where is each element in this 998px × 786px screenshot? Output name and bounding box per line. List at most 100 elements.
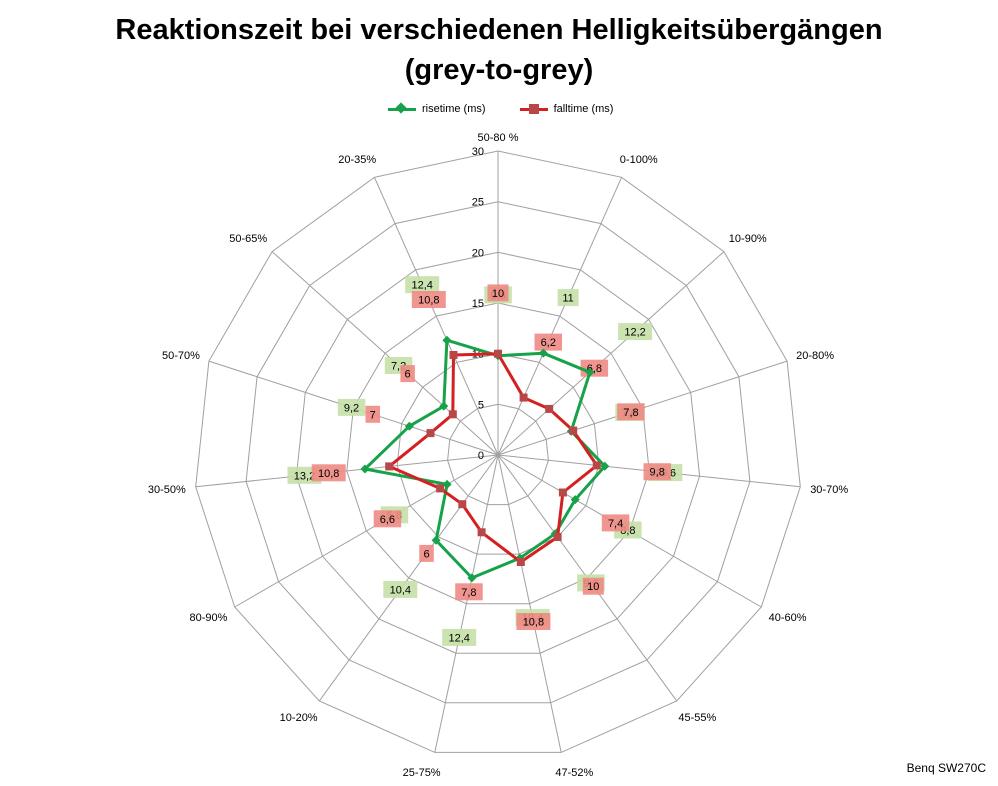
value-label-bg (557, 289, 579, 307)
data-point (385, 462, 394, 471)
tick-label: 15 (472, 298, 484, 310)
category-label: 47-52% (555, 767, 593, 779)
grid-spoke (318, 454, 499, 702)
value-label-bg (534, 333, 562, 351)
value-label: 9,8 (650, 467, 665, 479)
data-point (600, 461, 610, 471)
data-point (538, 348, 548, 358)
value-label: 6,2 (541, 337, 556, 349)
category-label: 50-70% (162, 350, 200, 362)
value-label-bg (337, 398, 366, 416)
value-label-bg (487, 284, 509, 302)
category-label: 45-55% (678, 712, 716, 724)
value-label-bg (582, 577, 604, 595)
chart-title: Reaktionszeit bei verschiedenen Helligke… (0, 10, 998, 90)
grid-ring-30 (195, 150, 801, 753)
value-label-bg (411, 291, 446, 308)
data-point (519, 393, 528, 402)
value-label: 7,8 (623, 407, 638, 419)
category-label: 25-75% (403, 767, 441, 779)
chart-title-line-1: Reaktionszeit bei verschiedenen Helligke… (115, 14, 883, 46)
category-label: 0-100% (620, 154, 658, 166)
category-label: 80-90% (189, 612, 227, 624)
grid-ring-20 (295, 251, 701, 654)
data-point (516, 558, 525, 566)
category-label: 40-60% (769, 612, 807, 624)
value-label: 7,4 (608, 518, 623, 530)
data-point (442, 335, 452, 345)
grid-spoke (234, 454, 499, 608)
data-point (436, 484, 445, 493)
grid-ring-5 (447, 403, 549, 506)
value-label: 10 (587, 581, 599, 593)
value-label: 10,8 (418, 295, 439, 307)
data-point (570, 495, 580, 505)
value-label: 6 (405, 369, 411, 381)
grid-ring-25 (245, 201, 751, 704)
data-point (442, 479, 452, 489)
legend-swatch-risetime (388, 102, 416, 115)
series-line (363, 338, 607, 580)
grid-ring-10 (396, 353, 600, 555)
value-label-bg (643, 463, 671, 481)
grid-spoke (373, 177, 499, 456)
data-point (458, 500, 467, 509)
category-label: 30-70% (810, 484, 848, 496)
data-point (585, 367, 595, 377)
series-falltime (385, 349, 601, 566)
grid-spoke (497, 251, 725, 456)
value-label-bg (516, 613, 551, 630)
value-label: 10,8 (318, 468, 339, 480)
category-label: 30-50% (148, 484, 186, 496)
value-label: 12,4 (411, 280, 432, 292)
data-point (494, 349, 502, 358)
grid-spoke (497, 454, 562, 753)
value-label-bg (618, 323, 653, 341)
chart-title-line-2: (grey-to-grey) (404, 54, 594, 86)
data-point (431, 535, 441, 545)
footer-note: Benq SW270C (906, 761, 986, 775)
category-label: 20-80% (796, 350, 834, 362)
grid-spoke (195, 454, 499, 488)
data-point (569, 426, 578, 435)
value-label: 6,6 (380, 514, 395, 526)
category-label: 20-35% (338, 154, 376, 166)
value-label: 13,2 (294, 470, 315, 482)
legend: risetime (ms) falltime (ms) (388, 101, 613, 117)
data-point (467, 573, 477, 583)
value-label-bg (419, 544, 434, 562)
data-point (558, 488, 567, 497)
grid-spoke (434, 454, 499, 753)
data-point (404, 421, 414, 431)
tick-label: 5 (478, 399, 484, 411)
category-label: 10-90% (729, 233, 767, 245)
value-label-bg (405, 276, 440, 294)
value-labels: 9,81112,27,610,68,89,610,412,410,45,813,… (287, 276, 683, 646)
data-point (360, 464, 370, 474)
value-label: 7 (370, 409, 376, 421)
category-label: 10-20% (280, 712, 318, 724)
tick-label: 0 (478, 450, 484, 462)
data-point (545, 404, 554, 413)
value-label-bg (400, 365, 415, 383)
value-label: 10 (492, 288, 504, 300)
value-label: 10,8 (523, 617, 544, 629)
value-label-bg (455, 583, 483, 601)
tick-label: 20 (472, 247, 484, 259)
data-point (439, 401, 449, 411)
value-label-bg (442, 628, 477, 646)
value-label: 11 (562, 293, 573, 305)
grid-ring-15 (346, 302, 650, 605)
value-label: 12,2 (624, 327, 645, 339)
data-point (449, 351, 458, 359)
data-point (553, 533, 562, 541)
value-label-bg (383, 580, 418, 598)
category-label: 50-65% (229, 233, 267, 245)
value-label-bg (365, 405, 380, 423)
category-label: 50-80 % (478, 132, 519, 144)
legend-item-risetime: risetime (ms) (388, 102, 486, 115)
value-label: 9,2 (344, 402, 359, 414)
data-point (592, 461, 601, 470)
value-label: 6 (423, 548, 429, 560)
